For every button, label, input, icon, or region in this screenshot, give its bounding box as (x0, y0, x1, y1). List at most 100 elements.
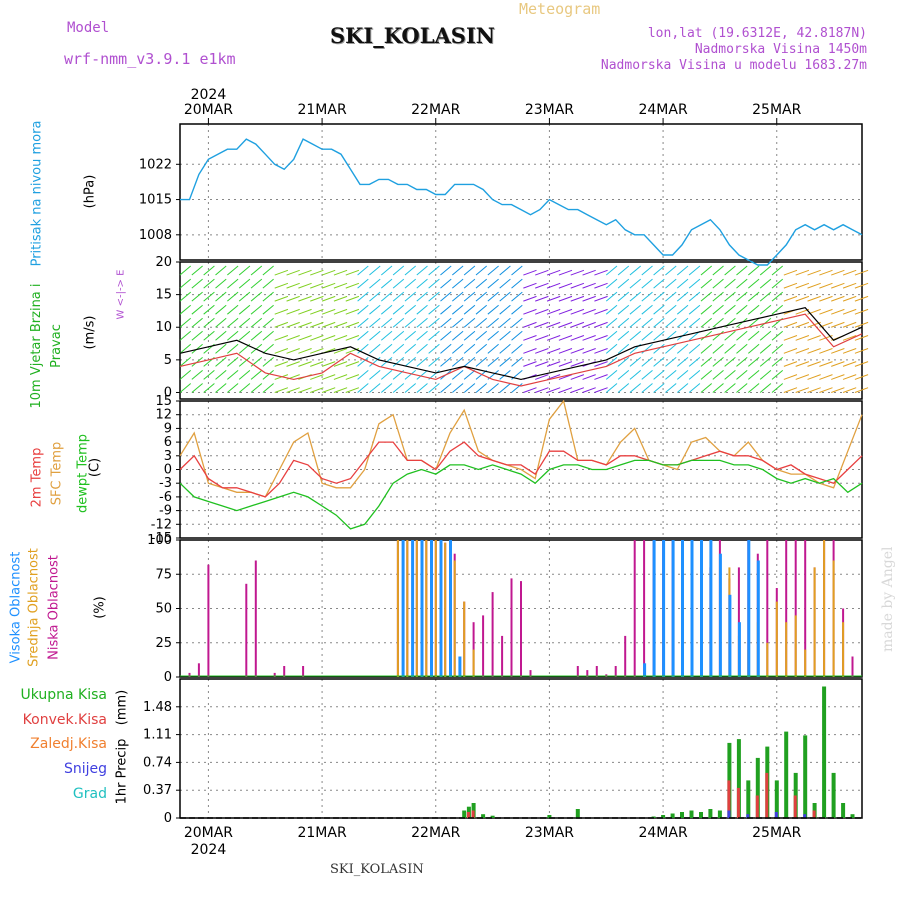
high-cloud-bar (449, 540, 452, 677)
wind-barb (274, 335, 289, 341)
wind-barb (759, 265, 772, 276)
low-cloud-bar (207, 564, 210, 677)
wind-barb (262, 265, 274, 276)
wind-barb (783, 295, 798, 302)
wind-barb (712, 330, 724, 341)
bottom-date-label: 21MAR (297, 825, 346, 841)
wind-barb (179, 343, 192, 354)
wind-barb (605, 330, 618, 341)
y-tick-label: 10 (155, 320, 172, 335)
wind-barb (310, 387, 324, 393)
wind-barb (665, 265, 677, 276)
wind-barb (250, 304, 263, 315)
wind-barb (475, 291, 488, 302)
wind-barb (842, 361, 857, 367)
top-year-label: 2024 (191, 87, 227, 103)
mid-cloud-bar (832, 560, 835, 677)
wind-barb (357, 357, 369, 367)
wind-barb (179, 291, 192, 302)
wind-barb (452, 291, 464, 302)
wind-barb (819, 295, 833, 302)
wind-barb (819, 361, 833, 367)
wind-barb (286, 321, 300, 328)
wind-barb (215, 370, 227, 380)
wind-barb (582, 282, 596, 289)
wind-barb (759, 278, 772, 289)
wind-barb (629, 278, 642, 289)
low-cloud-bar (586, 670, 589, 677)
wind-barb (831, 321, 845, 328)
wind-barb (487, 357, 499, 367)
wind-barb (262, 357, 274, 367)
wind-barb (688, 291, 701, 302)
low-cloud-bar (482, 615, 485, 677)
high-cloud-bar (709, 540, 713, 677)
wind-barb (511, 357, 523, 367)
wind-barb (783, 374, 798, 380)
total-precip-bar (746, 780, 751, 818)
wind-barb (617, 317, 630, 328)
wind-barb (321, 374, 336, 380)
wind-barb (570, 282, 585, 289)
wind-barb (227, 291, 239, 302)
wind-barb (369, 291, 381, 302)
wind-barb (605, 265, 618, 276)
wind-barb (831, 269, 845, 276)
wind-barb (392, 330, 405, 341)
wind-barb (771, 278, 784, 289)
wind-barb (546, 321, 561, 328)
y-tick-label: 5 (164, 353, 172, 368)
wind-barb (404, 304, 417, 315)
wind-barb (665, 304, 677, 315)
wind-barb (688, 357, 701, 367)
wind-barb (558, 387, 573, 393)
wind-barb (274, 348, 289, 354)
y-tick-label: 0 (164, 385, 172, 400)
wind-barb (191, 330, 203, 341)
y-tick-label: 1008 (139, 228, 172, 243)
wind-barb (724, 357, 736, 367)
model-label: Model (67, 20, 110, 36)
wind-barb (712, 383, 724, 393)
y-tick-label: 50 (155, 602, 172, 617)
wind-barb (594, 295, 608, 302)
wind-barb (546, 269, 561, 276)
wind-barb (452, 330, 464, 341)
wind-barb (582, 374, 596, 380)
wind-barb (523, 321, 537, 328)
wind-barb (499, 278, 511, 289)
low-cloud-bar (624, 635, 627, 677)
wind-barb (807, 335, 821, 341)
wind-barb (215, 278, 227, 289)
wind-barb (215, 343, 227, 354)
wind-barb (854, 282, 869, 289)
wind-barb (380, 370, 393, 380)
wind-barb (179, 278, 192, 289)
wind-barb (416, 330, 428, 341)
y-tick-label: 25 (155, 636, 172, 651)
mid-cloud-bar (463, 601, 466, 677)
wind-barb (605, 357, 618, 367)
mid-cloud-bar (785, 622, 788, 677)
wind-barb (558, 374, 573, 380)
wind-barb (274, 308, 289, 315)
wind-barb (345, 335, 360, 341)
wind-barb (558, 308, 573, 315)
y-tick-label: 6 (164, 435, 172, 450)
wind-barb (582, 295, 596, 302)
wind-barb (345, 308, 360, 315)
wind-barb (333, 335, 348, 341)
wind-barb (227, 265, 239, 276)
wind-barb (676, 370, 689, 380)
wind-barb (535, 321, 549, 328)
total-precip-bar (680, 812, 684, 818)
low-cloud-bar (785, 540, 788, 677)
wind-barb (688, 317, 701, 328)
wind-barb (771, 291, 784, 302)
wind-barb (475, 278, 488, 289)
wind-barb (676, 278, 689, 289)
low-cloud-bar (510, 578, 513, 677)
mid-cloud-bar (813, 567, 816, 677)
wind-barb (274, 387, 289, 393)
wind-barb (191, 265, 203, 276)
